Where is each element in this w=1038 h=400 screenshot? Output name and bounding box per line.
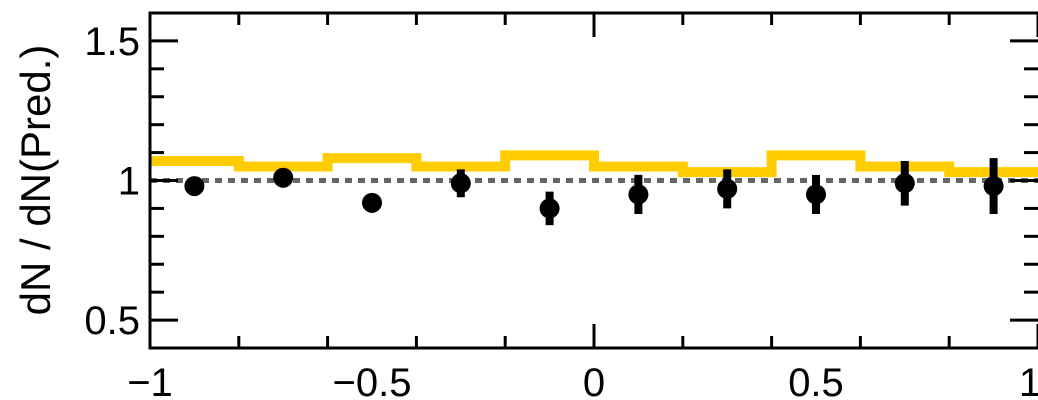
y-tick-label: 1.5 bbox=[84, 20, 140, 64]
x-tick-label: 0 bbox=[583, 361, 605, 400]
y-tick-labels: 0.5 1 1.5 bbox=[84, 20, 140, 343]
data-point bbox=[540, 198, 560, 218]
x-tick-label: 1 bbox=[1019, 361, 1038, 400]
data-point bbox=[273, 168, 293, 188]
data-point bbox=[628, 184, 648, 204]
data-point bbox=[895, 173, 915, 193]
x-tick-label: 0.5 bbox=[788, 361, 844, 400]
data-point bbox=[184, 176, 204, 196]
y-tick-label: 1 bbox=[118, 160, 140, 204]
x-tick-label: −0.5 bbox=[333, 361, 412, 400]
x-tick-label: −1 bbox=[127, 361, 173, 400]
data-point bbox=[806, 184, 826, 204]
data-point bbox=[451, 173, 471, 193]
y-axis-label: dN / dN(Pred.) bbox=[12, 45, 59, 316]
y-tick-label: 0.5 bbox=[84, 299, 140, 343]
data-point bbox=[717, 179, 737, 199]
data-point bbox=[984, 176, 1004, 196]
data-point bbox=[362, 193, 382, 213]
x-tick-labels: −1 −0.5 0 0.5 1 bbox=[127, 361, 1038, 400]
